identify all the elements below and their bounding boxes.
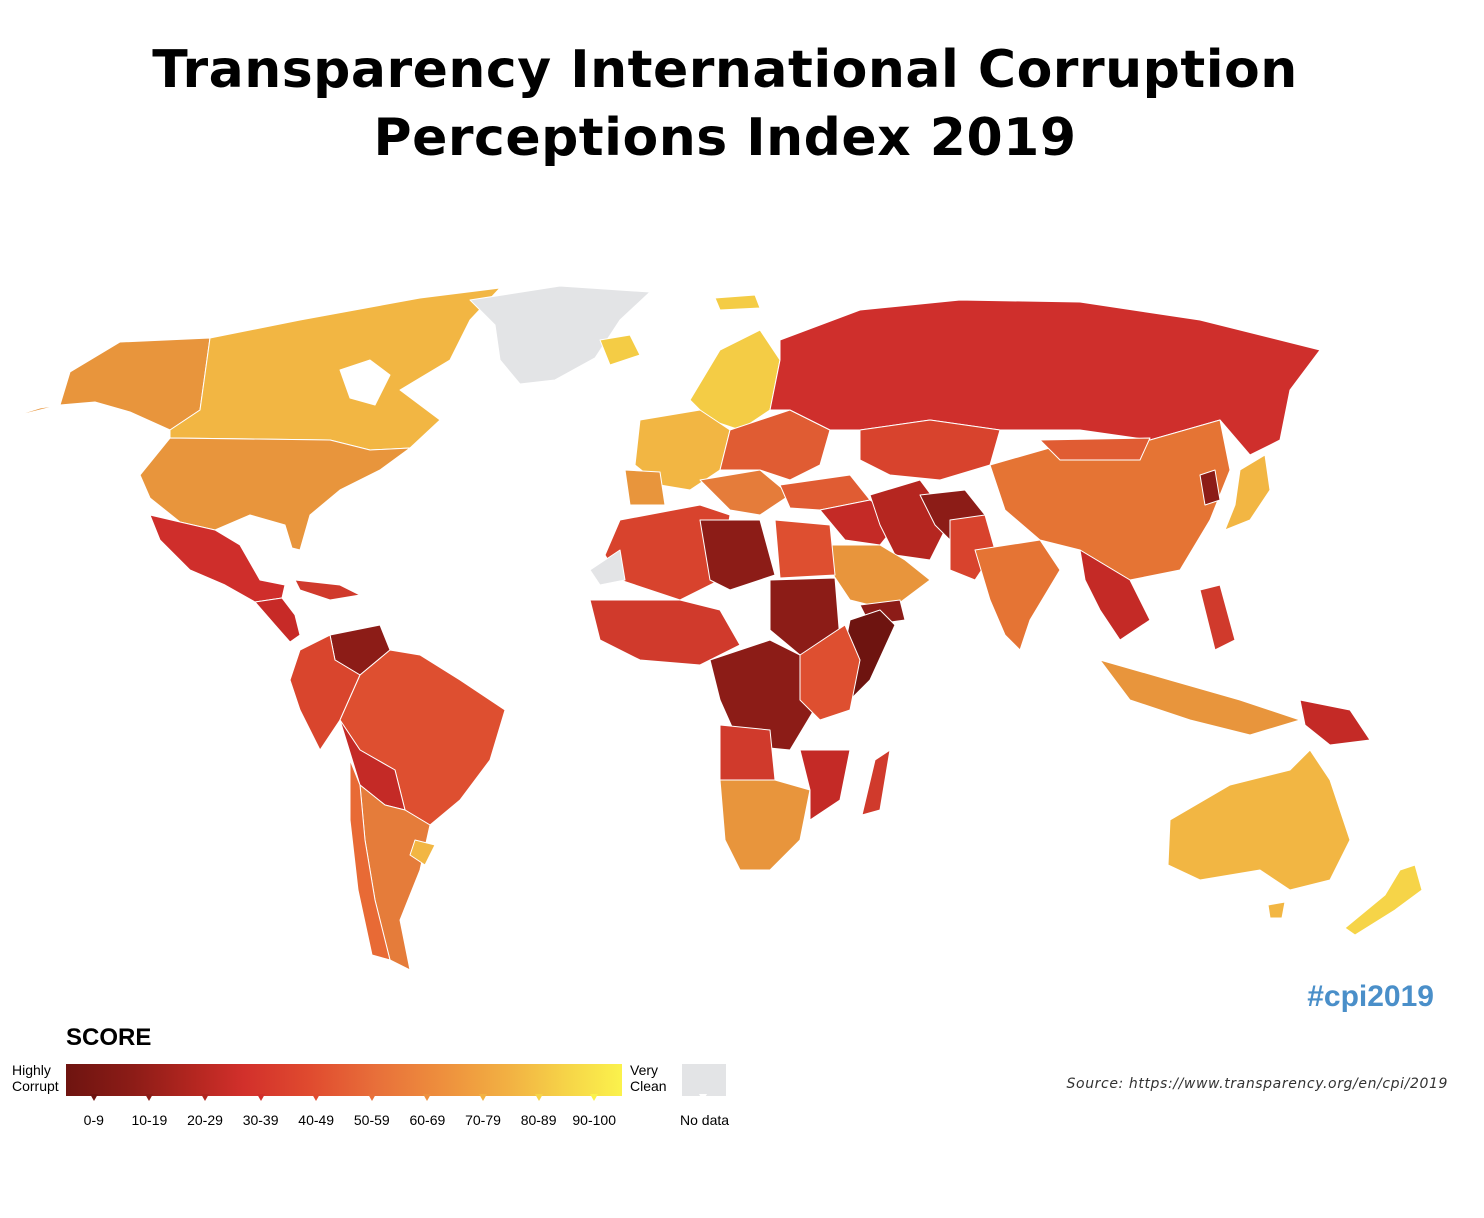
region-papua <box>1299 699 1371 746</box>
region-caribbean <box>294 579 361 601</box>
region-greenland <box>469 285 651 385</box>
legend-tick <box>423 1094 432 1101</box>
legend-bin-label: 30-39 <box>242 1112 279 1128</box>
region-new-zealand <box>1344 864 1423 936</box>
legend-title: SCORE <box>66 1024 152 1051</box>
region-egypt <box>774 519 836 579</box>
region-central-asia <box>859 419 1001 481</box>
legend-low-label-line: Corrupt <box>12 1078 59 1094</box>
legend-tick <box>145 1094 154 1101</box>
region-angola <box>719 724 776 781</box>
region-western-sahara <box>589 549 626 586</box>
legend-high-label: Very Clean <box>630 1062 667 1094</box>
region-southeast-asia <box>1079 549 1151 641</box>
legend-bin-label: 50-59 <box>353 1112 390 1128</box>
legend-no-data-label: No data <box>680 1112 730 1128</box>
legend-tick <box>479 1094 487 1101</box>
map-title-line-2: Perceptions Index 2019 <box>373 108 1077 168</box>
legend-low-label: Highly Corrupt <box>12 1062 59 1094</box>
source-citation: Source: https://www.transparency.org/en/… <box>1066 1076 1448 1092</box>
legend-low-label-line: Highly <box>12 1062 51 1078</box>
map-title-line-1: Transparency International Corruption <box>152 40 1298 100</box>
region-uruguay <box>409 839 436 866</box>
legend-bin-label: 10-19 <box>131 1112 168 1128</box>
region-hudson-bay <box>339 359 391 406</box>
region-india <box>974 539 1061 651</box>
legend-bin-label: 90-100 <box>572 1112 616 1128</box>
legend-bin-label: 20-29 <box>187 1112 223 1128</box>
legend-color-scale <box>66 1064 622 1096</box>
region-libya <box>699 519 776 591</box>
hashtag: #cpi2019 <box>1307 980 1434 1013</box>
region-usa <box>139 437 411 551</box>
legend-high-label-line: Very <box>630 1062 659 1078</box>
region-korea <box>1199 469 1221 506</box>
legend-tick <box>367 1094 376 1101</box>
legend-tick <box>312 1094 321 1101</box>
legend-no-data-tick <box>699 1094 707 1101</box>
region-alaska <box>59 337 211 431</box>
legend-tick <box>201 1094 209 1101</box>
region-mexico <box>149 514 286 603</box>
region-philippines <box>1199 584 1236 651</box>
region-mozambique <box>799 749 851 821</box>
region-iceland <box>599 334 641 366</box>
legend-bin-label: 70-79 <box>465 1112 501 1128</box>
region-southern-africa <box>719 779 811 871</box>
region-chile <box>349 759 391 961</box>
region-japan <box>1224 454 1271 531</box>
legend-bin-label: 40-49 <box>298 1112 335 1128</box>
region-svalbard <box>714 294 761 311</box>
region-iberia <box>624 469 666 506</box>
region-russia <box>769 299 1321 456</box>
legend-tick <box>590 1094 599 1101</box>
region-mongolia <box>1039 437 1151 461</box>
region-tasmania <box>1267 901 1286 919</box>
legend-bin-label: 0-9 <box>83 1112 104 1128</box>
region-central-america <box>254 597 301 643</box>
world-map <box>7 285 1423 971</box>
legend-no-data-swatch <box>682 1064 726 1096</box>
legend-tick <box>534 1094 543 1101</box>
region-madagascar <box>861 749 891 816</box>
legend-high-label-line: Clean <box>630 1078 667 1094</box>
legend-tick <box>256 1094 265 1101</box>
legend-ticks <box>66 1094 622 1102</box>
region-east-africa <box>799 624 861 721</box>
region-west-africa <box>589 599 741 666</box>
legend-bin-label: 60-69 <box>409 1112 446 1128</box>
region-alaska-chain <box>7 404 61 419</box>
region-australia <box>1167 749 1351 891</box>
region-canada <box>169 287 501 451</box>
legend-bin-label: 80-89 <box>520 1112 557 1128</box>
legend-tick <box>89 1094 98 1101</box>
region-indonesia <box>1099 659 1301 736</box>
map-title: Transparency International Corruption Pe… <box>0 36 1450 172</box>
legend-bin-labels: 0-9 10-19 20-29 30-39 40-49 50-59 60-69 70-79 80… <box>66 1112 626 1132</box>
region-italy-balkans <box>699 469 791 516</box>
region-central-africa <box>709 639 821 751</box>
